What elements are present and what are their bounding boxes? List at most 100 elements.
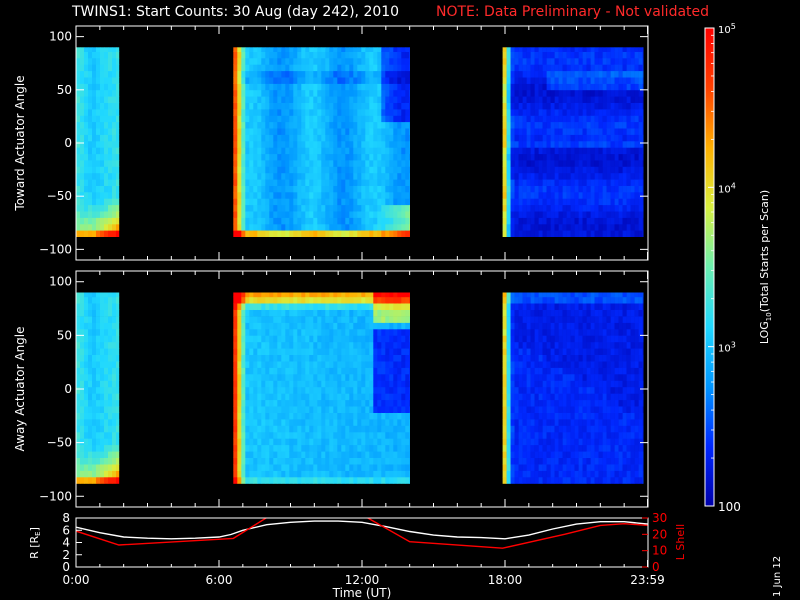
heatmap-cell [373,393,378,401]
heatmap-cell [506,451,511,458]
heatmap-cell [297,457,302,465]
heatmap-cell [249,292,254,298]
heatmap-cell [233,102,238,110]
heatmap-cell [321,296,326,304]
heatmap-cell [237,77,242,84]
heatmap-cell [522,64,527,72]
heatmap-cell [345,204,350,212]
heatmap-cell [76,77,81,84]
heatmap-cell [297,217,302,225]
heatmap-cell [245,348,250,355]
heatmap-cell [76,470,81,478]
heatmap-cell [526,348,531,355]
heatmap-cell [353,367,358,375]
heatmap-cell [562,335,567,343]
heatmap-cell [88,341,93,349]
heatmap-cell [405,322,410,330]
heatmap-cell [361,438,366,446]
heatmap-cell [277,217,282,225]
heatmap-cell [558,109,563,116]
heatmap-cell [329,399,334,407]
heatmap-cell [530,296,535,304]
heatmap-cell [309,335,314,343]
heatmap-cell [341,354,346,362]
heatmap-cell [285,335,290,343]
heatmap-cell [578,172,583,180]
heatmap-cell [530,147,535,155]
heatmap-cell [365,121,370,129]
heatmap-cell [397,380,402,388]
heatmap-cell [393,47,398,52]
heatmap-cell [534,316,539,323]
heatmap-cell [361,64,366,72]
heatmap-cell [297,204,302,212]
heatmap-cell [345,367,350,375]
heatmap-cell [297,367,302,375]
heatmap-cell [309,211,314,218]
heatmap-cell [313,412,318,420]
heatmap-cell [241,386,246,394]
heatmap-cell [100,211,105,218]
heatmap-cell [80,309,85,317]
heatmap-cell [80,198,85,206]
heatmap-cell [341,204,346,212]
heatmap-cell [241,309,246,317]
heatmap-cell [337,185,342,193]
heatmap-cell [546,386,551,394]
heatmap-cell [393,406,398,413]
heatmap-cell [317,102,322,110]
heatmap-cell [88,172,93,180]
heatmap-cell [104,464,109,471]
heatmap-cell [365,185,370,193]
heatmap-cell [321,322,326,330]
heatmap-cell [333,406,338,413]
heatmap-cell [100,109,105,116]
heatmap-cell [269,361,274,368]
heatmap-cell [353,412,358,420]
heatmap-cell [538,380,543,388]
heatmap-cell [534,380,539,388]
heatmap-cell [289,457,294,465]
heatmap-cell [393,292,398,298]
heatmap-cell [594,121,599,129]
heatmap-cell [389,451,394,458]
heatmap-cell [518,223,523,231]
heatmap-cell [518,230,523,237]
heatmap-cell [277,419,282,426]
heatmap-cell [273,328,278,336]
heatmap-cell [329,166,334,174]
heatmap-cell [578,121,583,129]
heatmap-cell [116,223,120,231]
heatmap-cell [522,380,527,388]
heatmap-cell [80,204,85,212]
heatmap-cell [257,121,262,129]
heatmap-cell [385,185,390,193]
heatmap-cell [301,419,306,426]
heatmap-cell [281,230,286,237]
heatmap-cell [361,380,366,388]
heatmap-cell [301,70,306,78]
heatmap-cell [514,354,519,362]
heatmap-cell [265,303,270,310]
heatmap-cell [381,160,386,167]
heatmap-cell [289,399,294,407]
heatmap-cell [108,309,113,317]
heatmap-cell [108,464,113,471]
heatmap-cell [610,217,615,225]
heatmap-cell [377,361,382,368]
heatmap-cell [116,134,120,142]
heatmap-cell [253,211,258,218]
heatmap-cell [353,292,358,298]
heatmap-cell [518,348,523,355]
heatmap-cell [365,457,370,465]
heatmap-cell [538,64,543,72]
heatmap-cell [289,160,294,167]
heatmap-cell [92,172,97,180]
heatmap-cell [285,77,290,84]
heatmap-cell [582,185,587,193]
heatmap-cell [397,223,402,231]
heatmap-cell [76,83,81,91]
heatmap-cell [365,367,370,375]
heatmap-cell [345,303,350,310]
heatmap-cell [325,89,330,97]
